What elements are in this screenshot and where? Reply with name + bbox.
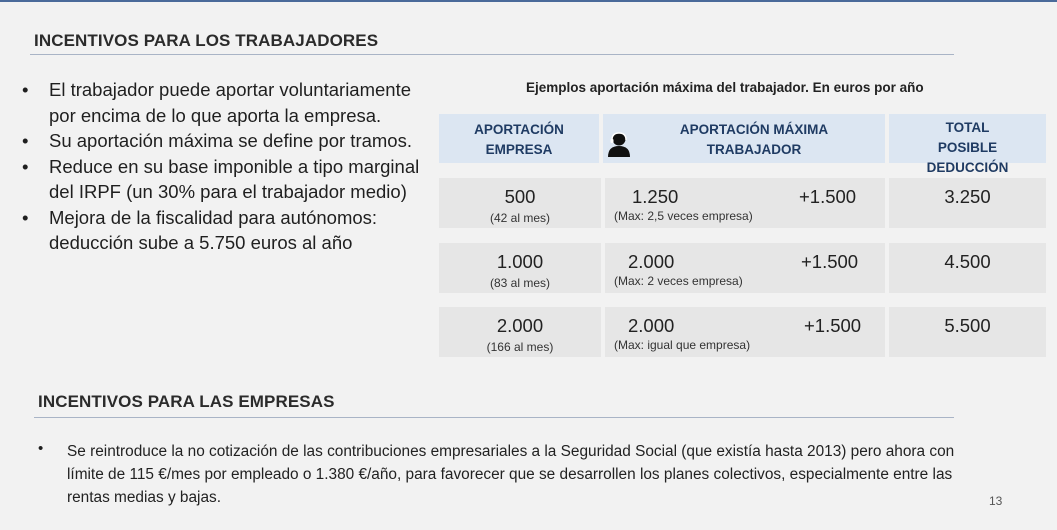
bullet-item: • El trabajador puede aportar voluntariam…	[22, 79, 412, 126]
person-headset-icon	[608, 132, 630, 157]
bullet-glyph: •	[22, 206, 29, 228]
bullet-glyph: •	[22, 79, 29, 100]
table-row-1-total: 3.250	[889, 178, 1046, 228]
section-divider	[34, 417, 954, 418]
bullet-glyph: •	[22, 155, 29, 177]
table-row-1-empresa: 500 (42 al mes)	[439, 178, 601, 228]
section-divider	[30, 54, 954, 55]
section-title-companies: INCENTIVOS PARA LAS EMPRESAS	[38, 392, 335, 411]
bullet-item: • Reduce en su base imponible a tipo marg…	[22, 155, 420, 203]
header-aportacion-trabajador: APORTACIÓN MÁXIMA TRABAJADOR	[603, 114, 885, 163]
table-row-2-total: 4.500	[889, 243, 1046, 293]
table-row-2-empresa: 1.000 (83 al mes)	[439, 243, 601, 293]
table-row-1-trabajador: 1.250 +1.500 (Max: 2,5 veces empresa)	[605, 178, 885, 228]
header-trabajador-label: APORTACIÓN MÁXIMA TRABAJADOR	[679, 122, 829, 157]
table-title: Ejemplos aportación máxima del trabajado…	[526, 80, 924, 95]
section-title-workers: INCENTIVOS PARA LOS TRABAJADORES	[34, 31, 379, 50]
header-aportacion-empresa: APORTACIÓN EMPRESA	[439, 114, 599, 163]
companies-bullet-text: Se reintroduce la no cotización de las c…	[67, 443, 955, 506]
bullet-item: • Mejora de la fiscalidad para autónomos:…	[22, 206, 378, 254]
table-row-3-trabajador: 2.000 +1.500 (Max: igual que empresa)	[605, 307, 885, 357]
page-number: 13	[989, 494, 1003, 508]
bullet-item: • Su aportación máxima se define por tram…	[22, 128, 422, 154]
companies-bullet: • Se reintroduce la no cotización de las…	[38, 440, 978, 509]
workers-bullet-list: • El trabajador puede aportar voluntariam…	[22, 77, 422, 256]
table-row-2-trabajador: 2.000 +1.500 (Max: 2 veces empresa)	[605, 243, 885, 293]
header-total-deduccion: TOTAL POSIBLE DEDUCCIÓN	[889, 114, 1046, 175]
table-row-3-empresa: 2.000 (166 al mes)	[439, 307, 601, 357]
bullet-glyph: •	[22, 130, 29, 151]
table-row-3-total: 5.500	[889, 307, 1046, 357]
bullet-glyph: •	[38, 440, 44, 457]
top-border-line	[0, 0, 1057, 2]
